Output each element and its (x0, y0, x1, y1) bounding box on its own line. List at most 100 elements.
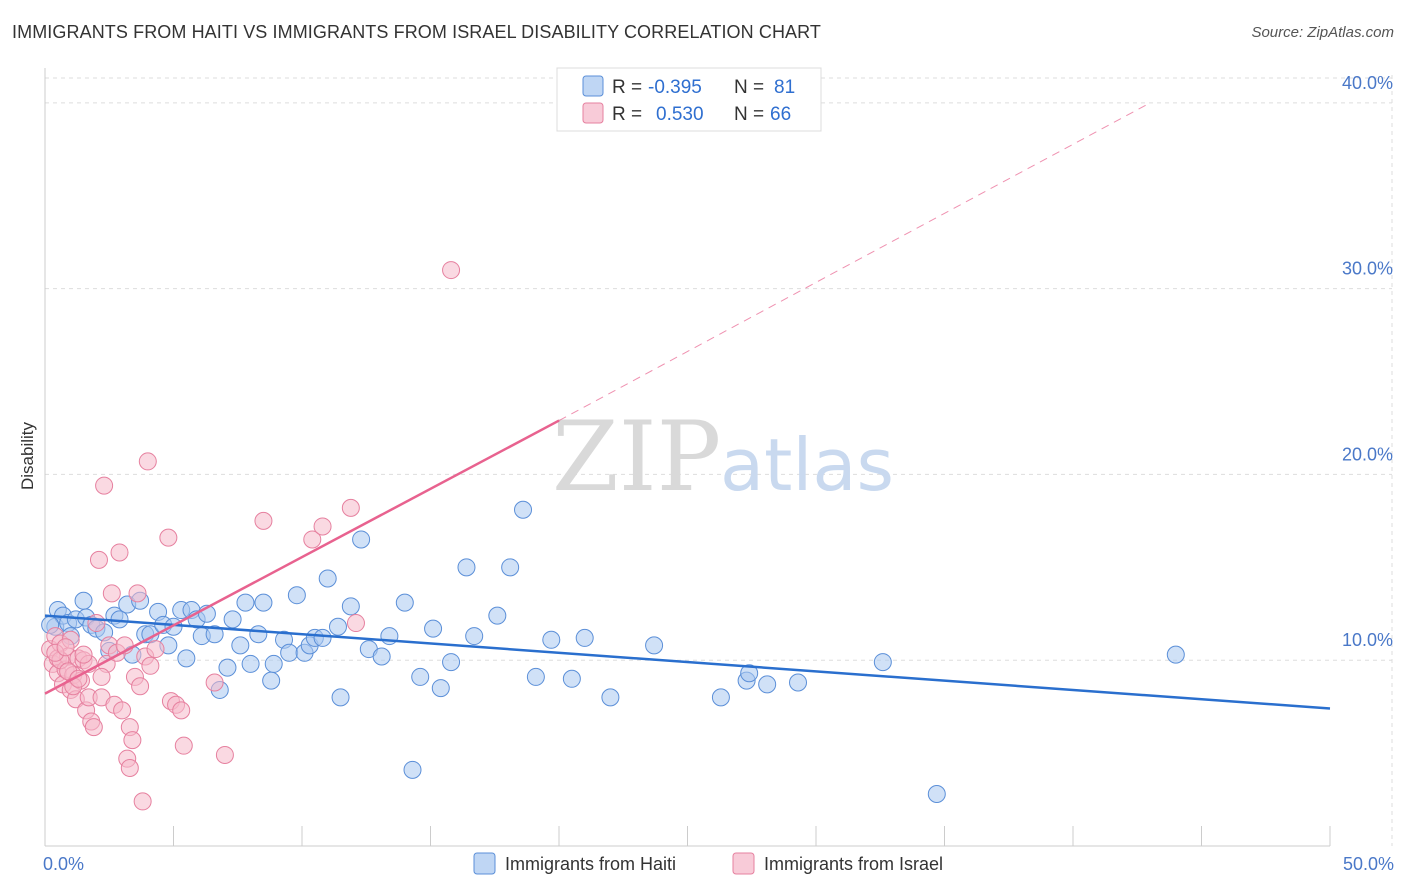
haiti-point (601, 688, 620, 707)
series-legend: Immigrants from Haiti Immigrants from Is… (473, 852, 943, 875)
series-legend-swatch-israel (732, 852, 755, 875)
israel-point (128, 584, 147, 603)
israel-point (313, 517, 332, 536)
israel-point (95, 476, 114, 495)
israel-point (123, 731, 142, 750)
haiti-point (465, 627, 484, 646)
legend-r-value-israel: 0.530 (656, 104, 704, 125)
data-points (41, 261, 1185, 811)
israel-point (159, 528, 178, 547)
israel-point (56, 638, 75, 657)
series-legend-swatch-haiti (473, 852, 496, 875)
haiti-point (331, 688, 350, 707)
legend-n-value-israel: 66 (770, 104, 791, 125)
haiti-point (205, 625, 224, 644)
israel-trend-line (44, 419, 560, 695)
haiti-point (254, 593, 273, 612)
series-legend-label-israel: Immigrants from Israel (764, 854, 943, 874)
haiti-point (740, 664, 759, 683)
legend-n-value-haiti: 81 (774, 77, 795, 98)
legend-swatch-israel (582, 102, 604, 124)
haiti-point (562, 669, 581, 688)
chart-source: Source: ZipAtlas.com (1251, 24, 1394, 41)
y-axis-label: Disability (18, 421, 37, 490)
israel-point (146, 640, 165, 659)
haiti-point (328, 617, 347, 636)
legend-r-label-israel: R = (612, 104, 642, 125)
israel-point (133, 792, 152, 811)
haiti-point (341, 597, 360, 616)
israel-point (172, 701, 191, 720)
haiti-point (488, 606, 507, 625)
haiti-point (645, 636, 664, 655)
israel-point (174, 736, 193, 755)
legend-r-label-haiti: R = (612, 77, 642, 98)
israel-point (87, 614, 106, 633)
israel-point (102, 584, 121, 603)
haiti-point (264, 654, 283, 673)
haiti-point (501, 558, 520, 577)
haiti-point (236, 593, 255, 612)
haiti-point (280, 643, 299, 662)
y-tick-label: 40.0% (1342, 73, 1393, 93)
haiti-point (789, 673, 808, 692)
haiti-point (313, 628, 332, 647)
haiti-point (177, 649, 196, 668)
trend-lines (44, 102, 1331, 710)
axes: 10.0% 20.0% 30.0% 40.0% 0.0% 50.0% (43, 68, 1394, 874)
israel-point (120, 758, 139, 777)
haiti-point (542, 630, 561, 649)
israel-point (74, 645, 93, 664)
israel-point (442, 261, 461, 280)
y-tick-label: 10.0% (1342, 630, 1393, 650)
x-tick-label: 50.0% (1343, 854, 1394, 874)
haiti-point (403, 760, 422, 779)
haiti-point (424, 619, 443, 638)
legend-n-label-haiti: N = (734, 77, 764, 98)
haiti-point (352, 530, 371, 549)
haiti-point (74, 591, 93, 610)
israel-point (303, 530, 322, 549)
israel-point (141, 656, 160, 675)
haiti-point (442, 653, 461, 672)
haiti-point (395, 593, 414, 612)
israel-point (254, 511, 273, 530)
haiti-point (758, 675, 777, 694)
israel-point (138, 452, 157, 471)
stats-legend: R = -0.395 N = 81 R = 0.530 N = 66 (556, 67, 822, 132)
haiti-point (411, 667, 430, 686)
israel-point (113, 701, 132, 720)
haiti-point (287, 586, 306, 605)
gridlines (45, 75, 1393, 846)
haiti-point (318, 569, 337, 588)
legend-n-label-israel: N = (734, 104, 764, 125)
haiti-point (575, 628, 594, 647)
israel-point (346, 614, 365, 633)
x-tick-label: 0.0% (43, 854, 84, 874)
haiti-point (457, 558, 476, 577)
watermark-zip: ZIP (552, 401, 721, 513)
haiti-point (514, 500, 533, 519)
haiti-point (873, 653, 892, 672)
israel-point (110, 543, 129, 562)
haiti-point (927, 784, 946, 803)
israel-point (215, 745, 234, 764)
haiti-trend-line (44, 614, 1331, 710)
legend-swatch-haiti (582, 75, 604, 97)
haiti-point (223, 610, 242, 629)
watermark-atlas: atlas (720, 423, 894, 507)
series-legend-label-haiti: Immigrants from Haiti (505, 854, 676, 874)
chart-title: IMMIGRANTS FROM HAITI VS IMMIGRANTS FROM… (12, 22, 822, 42)
watermark: ZIP atlas (552, 401, 894, 513)
israel-point (92, 667, 111, 686)
haiti-point (231, 636, 250, 655)
haiti-point (218, 658, 237, 677)
israel-point (205, 673, 224, 692)
legend-r-value-haiti: -0.395 (648, 77, 702, 98)
haiti-point (526, 667, 545, 686)
haiti-point (431, 679, 450, 698)
y-tick-label: 30.0% (1342, 259, 1393, 279)
y-tick-label: 20.0% (1342, 444, 1393, 464)
israel-point (341, 498, 360, 517)
haiti-point (372, 647, 391, 666)
